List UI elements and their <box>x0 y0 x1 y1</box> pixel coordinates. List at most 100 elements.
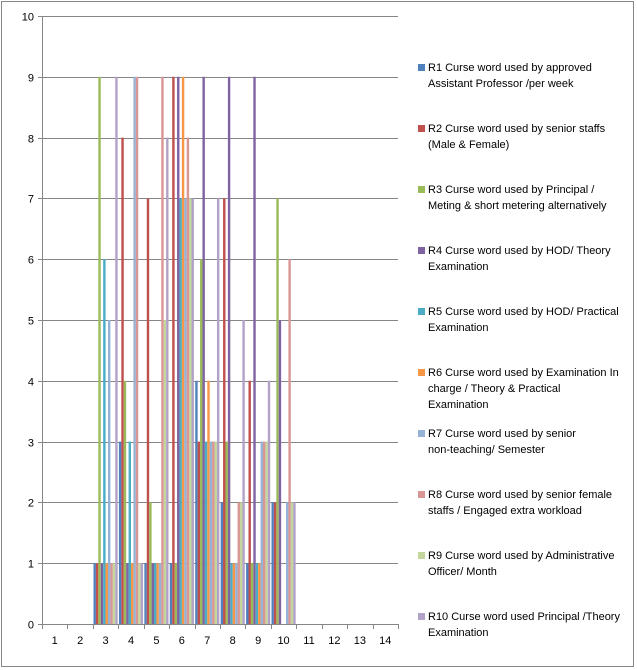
bar-r9-cat-9 <box>265 441 268 624</box>
bar-r10-cat-5 <box>166 137 169 624</box>
x-tick-label: 10 <box>277 635 289 647</box>
y-tick-label: 1 <box>28 559 34 571</box>
x-tick-label: 14 <box>379 635 391 647</box>
bar-r8-cat-9 <box>262 441 266 624</box>
bar-r9-cat-7 <box>214 441 217 624</box>
bar-r8-cat-7 <box>212 441 215 624</box>
bar-r10-cat-8 <box>242 320 245 624</box>
legend-swatch-r2 <box>418 125 425 132</box>
bar-r4-cat-3 <box>100 563 104 624</box>
legend-swatch-r1 <box>418 64 425 71</box>
y-tick-label: 0 <box>28 620 34 632</box>
x-tick-label: 11 <box>303 635 314 647</box>
bar-r4-cat-9 <box>253 76 256 625</box>
bar-r7-cat-7 <box>209 441 213 624</box>
bar-r6-cat-4 <box>131 563 134 624</box>
legend-label-r1: R1 Curse word used by approved Assistant … <box>428 62 592 90</box>
legend-label-r7: R7 Curse word used by senior non-teaching… <box>428 428 576 456</box>
bar-r8-cat-4 <box>135 76 139 625</box>
bar-r10-cat-4 <box>140 563 144 624</box>
bar-r10-cat-9 <box>267 380 271 624</box>
bar-r5-cat-5 <box>154 563 157 624</box>
bar-r9-cat-6 <box>189 198 192 624</box>
x-tick-label: 1 <box>52 635 58 647</box>
y-tick-label: 8 <box>28 134 34 146</box>
bar-r5-cat-9 <box>255 563 259 624</box>
legend-label-r9: R9 Curse word used by Administrative Offi… <box>428 550 614 578</box>
bar-r4-cat-5 <box>151 563 155 624</box>
legend-label-r8: R8 Curse word used by senior female staff… <box>428 489 612 517</box>
legend-label-r5: R5 Curse word used by HOD/ Practical Exam… <box>428 306 619 334</box>
bar-r2-cat-7 <box>197 441 201 624</box>
bar-r5-cat-7 <box>204 441 208 624</box>
x-tick-label: 12 <box>328 635 340 647</box>
x-tick-label: 13 <box>354 635 366 647</box>
x-tick-label: 6 <box>179 635 185 647</box>
x-tick-label: 9 <box>255 635 261 647</box>
bar-r2-cat-5 <box>146 198 150 624</box>
bar-r9-cat-3 <box>112 563 116 624</box>
bar-r7-cat-4 <box>133 76 136 625</box>
bar-r2-cat-3 <box>95 563 99 624</box>
bars <box>93 76 296 625</box>
legend: R1 Curse word used by approved Assistant … <box>418 62 620 639</box>
x-tick-label: 2 <box>77 635 83 647</box>
y-tick-label: 10 <box>22 12 34 24</box>
legend-label-r2: R2 Curse word used by senior staffs (Male… <box>428 123 606 151</box>
y-tick-label: 4 <box>28 377 34 389</box>
bar-r2-cat-10 <box>273 502 277 624</box>
legend-label-r3: R3 Curse word used by Principal / Meting … <box>428 184 607 212</box>
bar-r9-cat-8 <box>239 502 243 624</box>
bar-r9-cat-4 <box>138 563 141 624</box>
bar-r8-cat-10 <box>288 259 291 624</box>
bar-r10-cat-3 <box>115 76 118 625</box>
bar-r3-cat-5 <box>149 502 152 624</box>
x-tick-label: 3 <box>103 635 109 647</box>
x-tick-label: 4 <box>128 635 134 647</box>
y-tick-label: 7 <box>28 194 34 206</box>
legend-label-r6: R6 Curse word used by Examination In char… <box>428 367 619 411</box>
legend-swatch-r3 <box>418 186 425 193</box>
bar-r6-cat-8 <box>232 563 236 624</box>
bar-r5-cat-8 <box>230 563 233 624</box>
bar-r1-cat-9 <box>246 563 249 624</box>
bar-r3-cat-9 <box>250 563 254 624</box>
legend-label-r10: R10 Curse word used Principal /Theory Exa… <box>428 611 620 639</box>
bar-r3-cat-6 <box>174 563 178 624</box>
bar-r1-cat-4 <box>118 441 122 624</box>
bar-r9-cat-5 <box>163 320 167 624</box>
bar-r8-cat-3 <box>110 563 113 624</box>
bar-r1-cat-6 <box>169 563 173 624</box>
bar-r5-cat-4 <box>128 441 131 624</box>
bar-r5-cat-6 <box>179 198 182 624</box>
bar-r1-cat-8 <box>220 502 224 624</box>
bar-r4-cat-7 <box>202 76 205 625</box>
bar-r8-cat-5 <box>161 76 164 625</box>
bar-r6-cat-9 <box>258 563 261 624</box>
bar-r4-cat-6 <box>177 76 180 625</box>
legend-swatch-r9 <box>418 552 425 559</box>
bar-r2-cat-8 <box>223 198 226 624</box>
bar-r10-cat-7 <box>216 198 220 624</box>
bar-r6-cat-5 <box>156 563 159 624</box>
y-tick-label: 2 <box>28 498 34 510</box>
bar-r9-cat-10 <box>290 502 294 624</box>
bar-r1-cat-10 <box>271 502 274 624</box>
bar-r6-cat-7 <box>207 380 210 624</box>
bar-r7-cat-5 <box>158 563 162 624</box>
bar-r3-cat-8 <box>225 441 228 624</box>
y-tick-label: 6 <box>28 255 34 267</box>
bar-r3-cat-3 <box>98 76 101 625</box>
x-tick-label: 8 <box>230 635 236 647</box>
bar-r2-cat-4 <box>121 137 124 624</box>
legend-swatch-r6 <box>418 369 425 376</box>
bar-r10-cat-10 <box>293 502 296 624</box>
bar-r7-cat-3 <box>107 320 111 624</box>
bar-r8-cat-6 <box>186 137 190 624</box>
grid-lines <box>42 16 398 564</box>
bar-r6-cat-3 <box>105 563 108 624</box>
legend-swatch-r10 <box>418 613 425 620</box>
